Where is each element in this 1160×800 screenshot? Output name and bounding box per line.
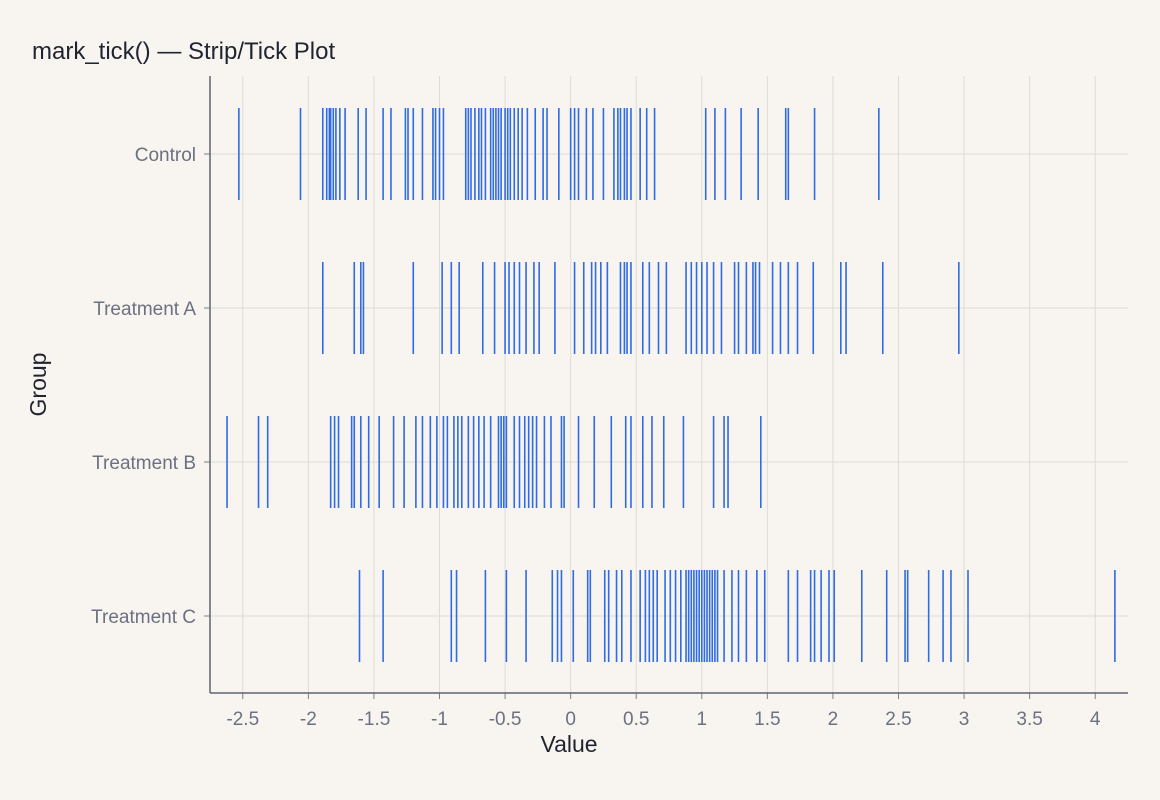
x-tick-label: -0.5 bbox=[489, 709, 522, 730]
x-tick-label: 3.5 bbox=[1016, 709, 1042, 730]
x-tick-label: -1 bbox=[431, 709, 448, 730]
x-tick-label: -2 bbox=[300, 709, 317, 730]
x-tick-label: 0.5 bbox=[623, 709, 649, 730]
tick-marks bbox=[226, 108, 1116, 662]
gridlines bbox=[210, 76, 1128, 693]
x-tick-label: 2 bbox=[828, 709, 839, 730]
axes: -2.5 -2 -1.5 -1 -0.5 0 0.5 1 1.5 2 2.5 3 3.5 4 Control… bbox=[91, 76, 1128, 730]
x-tick-label: 3 bbox=[959, 709, 970, 730]
x-tick-label: 2.5 bbox=[885, 709, 911, 730]
y-category-label: Treatment A bbox=[93, 299, 196, 320]
x-tick-label: 0 bbox=[565, 709, 576, 730]
y-category-label: Control bbox=[135, 145, 196, 166]
y-axis-title: Group bbox=[25, 353, 51, 417]
x-tick-label: -1.5 bbox=[358, 709, 391, 730]
x-tick-label: 1.5 bbox=[754, 709, 780, 730]
x-tick-label: 1 bbox=[696, 709, 707, 730]
x-tick-label: 4 bbox=[1090, 709, 1101, 730]
y-category-label: Treatment B bbox=[92, 453, 196, 474]
x-axis-title: Value bbox=[540, 731, 597, 757]
x-tick-label: -2.5 bbox=[226, 709, 259, 730]
chart-title: mark_tick() — Strip/Tick Plot bbox=[32, 38, 336, 65]
y-category-label: Treatment C bbox=[91, 607, 196, 628]
